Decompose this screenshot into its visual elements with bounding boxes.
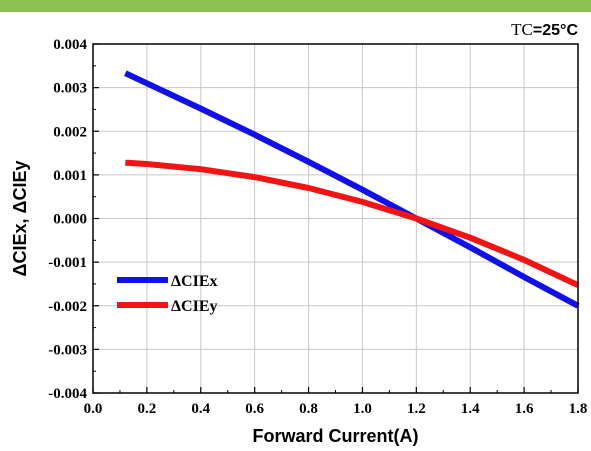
y-tick-label: 0.000 xyxy=(53,212,87,228)
x-tick-label: 0.0 xyxy=(84,401,103,417)
legend-label: ΔCIEx xyxy=(171,273,217,290)
series-layer xyxy=(125,73,578,306)
y-tick-label: 0.002 xyxy=(53,124,87,140)
x-axis-title: Forward Current(A) xyxy=(253,426,419,446)
condition-value: =25°C xyxy=(533,22,579,39)
condition-label: TC=25°C xyxy=(511,20,578,39)
x-tick-label: 1.2 xyxy=(407,401,426,417)
legend-label: ΔCIEy xyxy=(171,298,217,315)
x-tick-label: 0.4 xyxy=(191,401,210,417)
y-axis-title: ΔCIEx, ΔCIEy xyxy=(10,161,30,277)
y-tick-label: -0.001 xyxy=(48,255,87,271)
condition-prefix: TC xyxy=(511,20,533,39)
y-tick-label: 0.003 xyxy=(53,81,87,97)
y-tick-label: -0.002 xyxy=(48,299,87,315)
y-tick-label: 0.004 xyxy=(53,37,87,53)
y-tick-label: -0.004 xyxy=(48,386,87,402)
x-tick-label: 0.8 xyxy=(299,401,318,417)
legend: ΔCIEx ΔCIEy xyxy=(117,273,217,315)
x-tick-label: 1.6 xyxy=(515,401,534,417)
x-tick-label: 1.4 xyxy=(461,401,480,417)
x-tick-label: 0.2 xyxy=(138,401,157,417)
x-tick-label: 1.0 xyxy=(353,401,372,417)
x-tick-label: 1.8 xyxy=(569,401,588,417)
y-tick-label: 0.001 xyxy=(53,168,87,184)
tick-labels: 0.0 0.2 0.4 0.6 0.8 1.0 1.2 1.4 1.6 1.8 0.004 0.003… xyxy=(48,37,587,417)
x-tick-label: 0.6 xyxy=(245,401,264,417)
series-line-ciex xyxy=(125,73,578,306)
grid xyxy=(93,44,578,393)
y-tick-label: -0.003 xyxy=(48,342,87,358)
